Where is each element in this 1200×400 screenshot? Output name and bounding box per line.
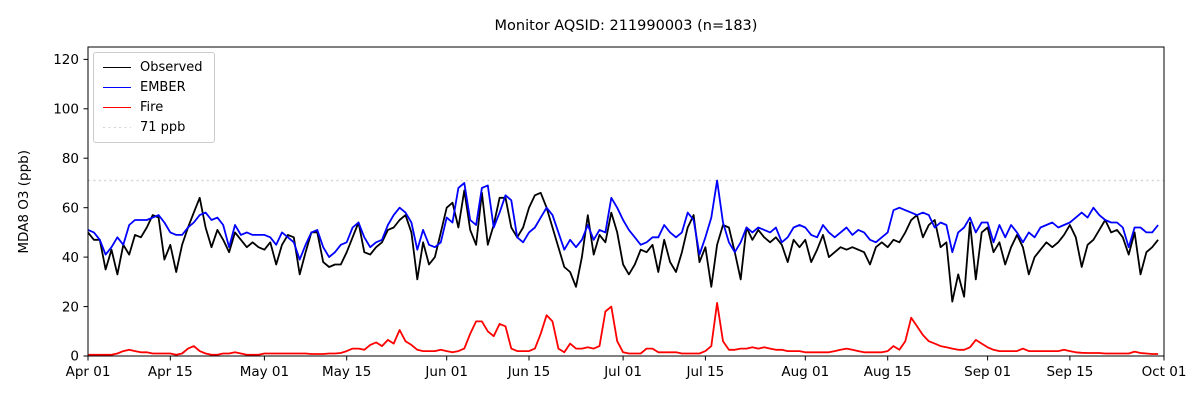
svg-text:120: 120 [53,52,79,68]
legend-item-ember: EMBER [103,80,203,95]
svg-text:0: 0 [70,349,79,365]
svg-text:Jul 15: Jul 15 [686,364,725,380]
svg-text:May 15: May 15 [322,364,371,380]
series-observed [87,189,1159,303]
svg-text:Jun 15: Jun 15 [507,364,551,380]
chart-title: Monitor AQSID: 211990003 (n=183) [494,18,758,34]
legend-item-threshold: 71 ppb [103,120,203,135]
svg-text:May 01: May 01 [240,364,289,380]
legend-item-observed: Observed [103,60,203,75]
legend-line-ember [103,86,131,89]
svg-text:100: 100 [53,102,79,118]
svg-text:Sep 01: Sep 01 [964,364,1011,380]
svg-text:Apr 01: Apr 01 [66,364,111,380]
legend-label-threshold: 71 ppb [140,120,186,135]
legend-label-fire: Fire [140,100,164,115]
legend-item-fire: Fire [103,100,203,115]
svg-text:60: 60 [62,200,79,216]
svg-text:20: 20 [62,299,79,315]
svg-text:Oct 01: Oct 01 [1142,364,1187,380]
series-fire [88,301,1159,356]
svg-text:Jun 01: Jun 01 [424,364,468,380]
legend: Observed EMBER Fire 71 ppb [93,52,215,143]
legend-label-ember: EMBER [140,80,186,95]
svg-text:40: 40 [62,250,79,266]
svg-text:Jul 01: Jul 01 [603,364,642,380]
svg-text:Apr 15: Apr 15 [148,364,193,380]
svg-text:Aug 15: Aug 15 [864,364,912,380]
legend-line-threshold [103,126,131,129]
legend-label-observed: Observed [140,60,203,75]
svg-text:80: 80 [62,151,79,167]
svg-text:Sep 15: Sep 15 [1046,364,1093,380]
legend-line-observed [103,66,131,69]
legend-line-fire [103,106,131,109]
svg-text:Aug 01: Aug 01 [781,364,829,380]
series-ember [87,179,1159,261]
